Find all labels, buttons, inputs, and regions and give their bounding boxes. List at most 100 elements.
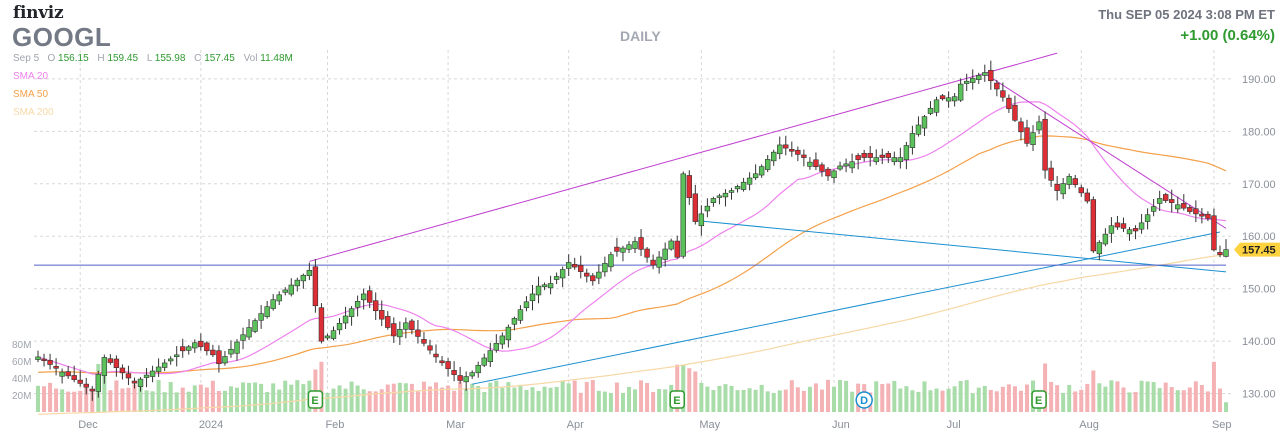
x-tick-label: Aug xyxy=(1079,419,1099,431)
candle-body xyxy=(107,358,114,363)
volume-bar xyxy=(554,386,559,412)
volume-bar xyxy=(572,380,577,412)
candle-body xyxy=(674,240,680,258)
candle-body xyxy=(481,357,487,366)
volume-bar xyxy=(464,389,469,412)
volume-bar xyxy=(482,391,487,412)
candle-body xyxy=(903,145,910,160)
finviz-logo[interactable]: finviz xyxy=(13,3,64,23)
volume-bar xyxy=(699,382,704,412)
volume-bar xyxy=(970,393,975,412)
candle-body xyxy=(270,299,276,309)
volume-bar xyxy=(1073,391,1078,412)
volume-bar xyxy=(825,379,830,412)
volume-bar xyxy=(608,393,613,412)
volume-bar xyxy=(663,389,668,412)
candle-body xyxy=(1223,249,1229,257)
volume-bar xyxy=(940,390,945,412)
candle-body xyxy=(198,340,204,348)
candle-body xyxy=(517,309,524,321)
dividend-marker xyxy=(855,391,873,409)
candle-body xyxy=(1156,198,1163,204)
volume-bar xyxy=(1012,386,1017,412)
volume-bar xyxy=(144,390,149,412)
volume-bar xyxy=(138,381,143,412)
candle-body xyxy=(246,327,252,338)
volume-bar xyxy=(470,383,475,412)
volume-bar xyxy=(795,387,800,412)
volume-bar xyxy=(1163,382,1168,412)
volume-bar xyxy=(994,391,999,412)
volume-bar xyxy=(1061,392,1066,412)
candle-body xyxy=(608,254,614,268)
volume-bar xyxy=(801,390,806,412)
volume-bar xyxy=(1224,402,1228,412)
candle-body xyxy=(385,316,391,328)
x-tick-label: Dec xyxy=(78,419,98,431)
candle-body xyxy=(318,307,325,342)
volume-bar xyxy=(1157,388,1162,412)
candle-body xyxy=(1205,213,1211,219)
candle-body xyxy=(228,348,234,355)
candle-body xyxy=(1018,121,1024,133)
candle-body xyxy=(65,371,71,377)
volume-bar xyxy=(651,391,656,412)
volume-bar xyxy=(1109,380,1114,412)
candle-body xyxy=(529,293,536,302)
volume-bar xyxy=(934,388,939,412)
volume-bar xyxy=(1018,390,1023,412)
volume-bar xyxy=(488,382,493,412)
legend-sma-50: SMA 50 xyxy=(13,89,49,100)
volume-bar xyxy=(403,383,408,412)
y-tick-label: 190.00 xyxy=(1242,74,1276,86)
volume-bar xyxy=(542,386,547,412)
candle-body xyxy=(511,318,518,325)
candle-body xyxy=(433,353,439,358)
volume-bar xyxy=(813,383,818,412)
volume-bar xyxy=(928,390,933,412)
volume-bar xyxy=(265,391,270,412)
volume-bar xyxy=(1187,387,1192,412)
timeframe-label[interactable]: DAILY xyxy=(620,28,661,44)
volume-bar xyxy=(729,385,734,412)
volume-bar xyxy=(192,385,197,412)
volume-bar xyxy=(289,384,294,412)
candle-body xyxy=(216,350,222,365)
candle-body xyxy=(342,315,349,324)
candle-body xyxy=(415,329,421,337)
volume-bar xyxy=(84,387,89,412)
candle-body xyxy=(1054,183,1060,191)
candle-body xyxy=(783,144,789,149)
volume-bar xyxy=(1055,385,1060,412)
candle-body xyxy=(831,170,837,179)
candle-body xyxy=(1030,132,1036,145)
candle-body xyxy=(1150,206,1157,212)
candle-body xyxy=(921,116,928,129)
candle-body xyxy=(879,154,885,158)
volume-bar xyxy=(379,389,384,412)
candle-body xyxy=(379,310,385,320)
candle-body xyxy=(354,301,361,308)
candle-body xyxy=(264,306,270,317)
x-tick-label: Feb xyxy=(325,419,344,431)
candle-body xyxy=(445,361,451,370)
candle-body xyxy=(137,378,144,387)
candle-body xyxy=(632,241,638,249)
candle-body xyxy=(976,75,982,80)
volume-bar xyxy=(1205,391,1210,412)
earnings-marker xyxy=(1031,390,1047,409)
price-change: +1.00 (0.64%) xyxy=(1180,27,1275,44)
candle-body xyxy=(559,269,566,279)
volume-bar xyxy=(1049,382,1054,412)
candle-body xyxy=(1132,228,1139,232)
candle-body xyxy=(397,329,403,338)
candle-body xyxy=(348,308,355,317)
candle-body xyxy=(807,161,813,167)
candle-body xyxy=(710,198,717,203)
candle-body xyxy=(174,354,180,357)
candle-body xyxy=(360,293,367,301)
volume-bar xyxy=(976,387,981,412)
volume-bar xyxy=(819,389,824,412)
candle-body xyxy=(638,237,644,250)
x-tick-label: Jul xyxy=(947,419,961,431)
